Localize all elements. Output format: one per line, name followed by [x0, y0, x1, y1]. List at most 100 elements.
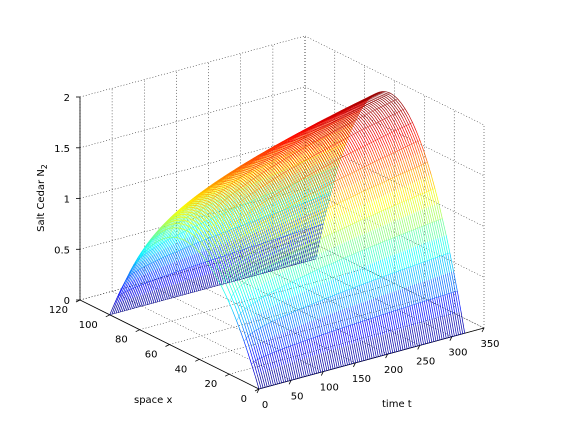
mesh-line — [394, 175, 399, 178]
mesh-line — [331, 350, 336, 369]
mesh-line — [397, 129, 403, 138]
mesh-line — [128, 273, 134, 283]
mesh-line — [318, 150, 323, 154]
mesh-line — [408, 265, 413, 268]
mesh-line — [269, 290, 274, 294]
mesh-line — [233, 187, 238, 191]
mesh-line — [137, 284, 143, 297]
mesh-line — [256, 187, 262, 191]
mesh-line — [377, 103, 382, 108]
mesh-line — [222, 243, 227, 251]
mesh-line — [396, 253, 401, 271]
mesh-line — [271, 277, 277, 291]
mesh-line — [272, 319, 278, 322]
mesh-line — [446, 294, 452, 315]
mesh-line — [321, 120, 326, 122]
mesh-line — [337, 177, 342, 181]
mesh-line — [255, 183, 260, 189]
mesh-line — [312, 271, 317, 286]
mesh-line — [282, 244, 288, 257]
mesh-line — [289, 311, 294, 314]
mesh-line — [355, 342, 361, 362]
mesh-line — [460, 333, 465, 335]
mesh-line — [292, 154, 297, 159]
mesh-line — [382, 146, 388, 156]
mesh-line — [271, 148, 276, 151]
mesh-line — [383, 210, 388, 225]
mesh-line — [321, 167, 327, 176]
mesh-line — [250, 241, 255, 251]
mesh-line — [220, 179, 225, 183]
mesh-line — [283, 147, 288, 151]
mesh-line — [333, 137, 338, 144]
mesh-line — [279, 168, 284, 174]
mesh-line — [289, 363, 295, 380]
mesh-line — [241, 281, 246, 286]
mesh-line — [239, 204, 244, 216]
mesh-line — [208, 192, 214, 196]
mesh-line — [387, 93, 392, 97]
mesh-line — [175, 282, 180, 298]
mesh-line — [387, 208, 392, 223]
mesh-line — [391, 206, 396, 221]
mesh-line — [117, 301, 123, 313]
mesh-line — [250, 170, 255, 174]
mesh-line — [389, 102, 394, 108]
mesh-line — [221, 186, 226, 189]
mesh-line — [317, 240, 322, 254]
mesh-line — [269, 179, 274, 183]
mesh-line — [243, 212, 249, 217]
mesh-line — [364, 233, 369, 249]
mesh-line — [258, 165, 263, 168]
mesh-line — [380, 226, 386, 242]
mesh-line — [325, 332, 330, 334]
mesh-line — [273, 352, 279, 368]
mesh-line — [303, 245, 308, 248]
mesh-line — [263, 386, 268, 389]
mesh-line — [412, 182, 417, 197]
mesh-line — [372, 122, 377, 126]
mesh-line — [288, 329, 294, 346]
mesh-line — [187, 279, 193, 294]
mesh-line — [214, 260, 219, 274]
mesh-line — [123, 290, 128, 302]
mesh-line — [248, 203, 253, 211]
mesh-line — [220, 210, 225, 216]
mesh-line — [265, 220, 270, 230]
mesh-line — [186, 220, 191, 224]
mesh-line — [329, 168, 334, 170]
mesh-line — [369, 201, 374, 215]
mesh-line — [394, 163, 399, 176]
mesh-line — [345, 112, 350, 115]
mesh-line — [288, 268, 293, 282]
mesh-line — [320, 188, 326, 199]
mesh-line — [367, 104, 372, 108]
mesh-line — [220, 179, 225, 185]
mesh-line — [208, 192, 214, 200]
mesh-line — [317, 172, 322, 175]
mesh-line — [331, 138, 336, 145]
mesh-line — [282, 258, 287, 271]
mesh-line — [290, 141, 295, 145]
mesh-line — [252, 228, 258, 238]
mesh-line — [424, 192, 429, 208]
mesh-line — [451, 271, 456, 292]
mesh-line — [298, 263, 303, 277]
mesh-line — [313, 172, 318, 181]
mesh-line — [317, 128, 322, 136]
mesh-line — [234, 171, 240, 177]
mesh-line — [272, 305, 278, 320]
mesh-line — [283, 235, 289, 252]
mesh-line — [293, 140, 298, 143]
mesh-line — [316, 127, 321, 130]
mesh-line — [195, 194, 200, 198]
mesh-line — [341, 365, 346, 367]
mesh-line — [139, 248, 144, 259]
mesh-line — [229, 228, 235, 242]
mesh-line — [330, 279, 335, 296]
mesh-line — [318, 122, 323, 125]
mesh-line — [275, 351, 281, 367]
mesh-line — [423, 343, 428, 345]
grid-line — [304, 35, 485, 126]
mesh-line — [438, 218, 443, 221]
